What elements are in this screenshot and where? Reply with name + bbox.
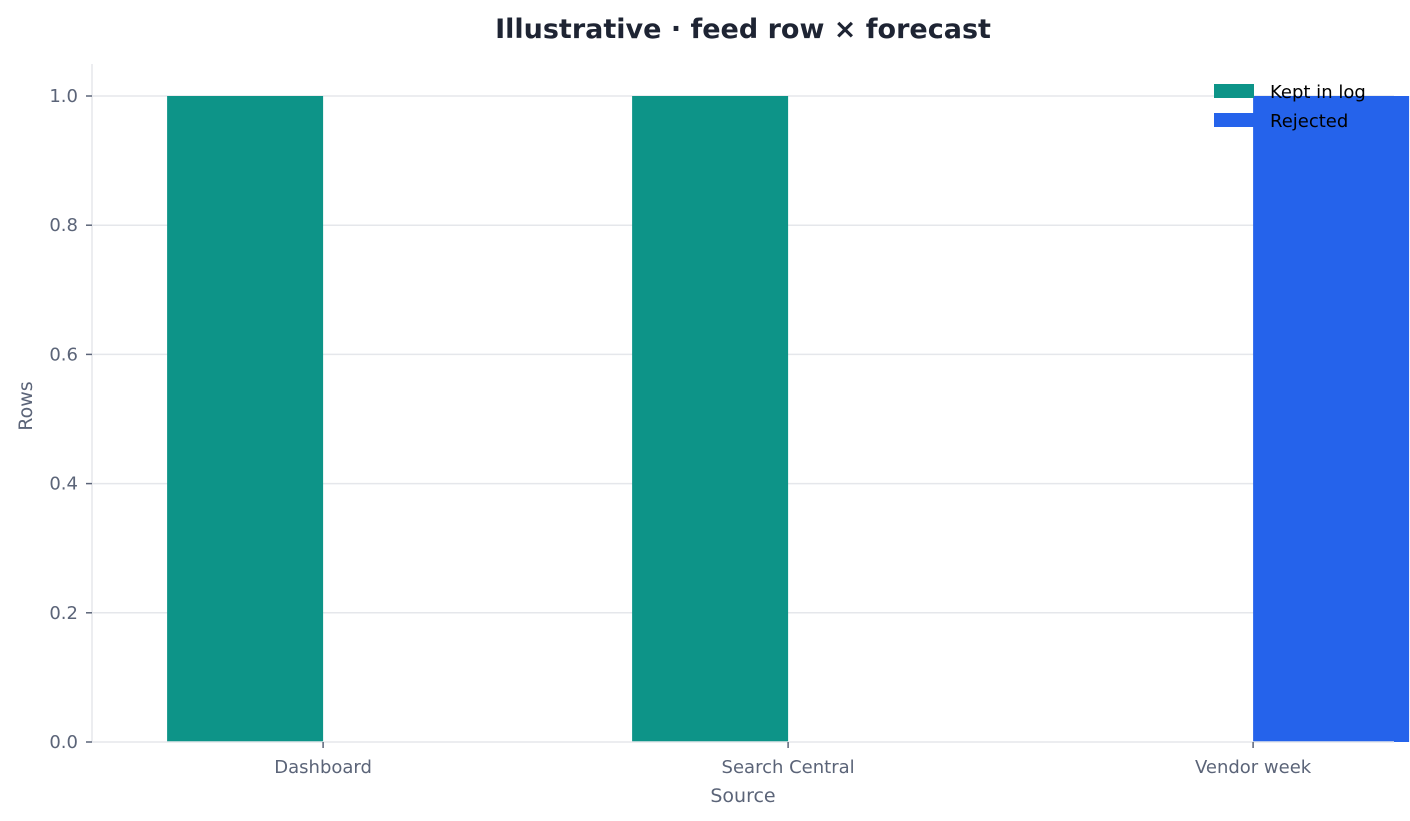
x-tick-label: Vendor week — [1195, 757, 1312, 778]
legend-label: Rejected — [1270, 111, 1348, 132]
y-tick-label: 0.0 — [49, 732, 78, 753]
y-tick-label: 0.6 — [49, 344, 78, 365]
legend-swatch-rejected — [1214, 113, 1254, 127]
x-tick-label: Search Central — [722, 757, 855, 778]
y-axis: 0.0 0.2 0.4 0.6 0.8 1.0 — [49, 64, 93, 753]
y-tick-label: 0.2 — [49, 603, 78, 624]
y-tick-label: 0.8 — [49, 215, 78, 236]
y-axis-label: Rows — [15, 381, 37, 430]
bar-rejected-vendor-week — [1253, 96, 1410, 742]
bar-kept-in-log-dashboard — [167, 96, 324, 742]
legend-swatch-kept-in-log — [1214, 84, 1254, 98]
x-tick-label: Dashboard — [274, 757, 372, 778]
y-tick-label: 0.4 — [49, 474, 78, 495]
bar-kept-in-log-search-central — [632, 96, 789, 742]
x-axis-label: Source — [710, 785, 775, 807]
legend: Kept in log Rejected — [1214, 82, 1366, 132]
legend-label: Kept in log — [1270, 82, 1366, 103]
y-tick-label: 1.0 — [49, 86, 78, 107]
chart-title: Illustrative · feed row × forecast — [495, 14, 991, 45]
x-axis: Dashboard Search Central Vendor week — [92, 741, 1394, 778]
bars — [167, 96, 1410, 742]
